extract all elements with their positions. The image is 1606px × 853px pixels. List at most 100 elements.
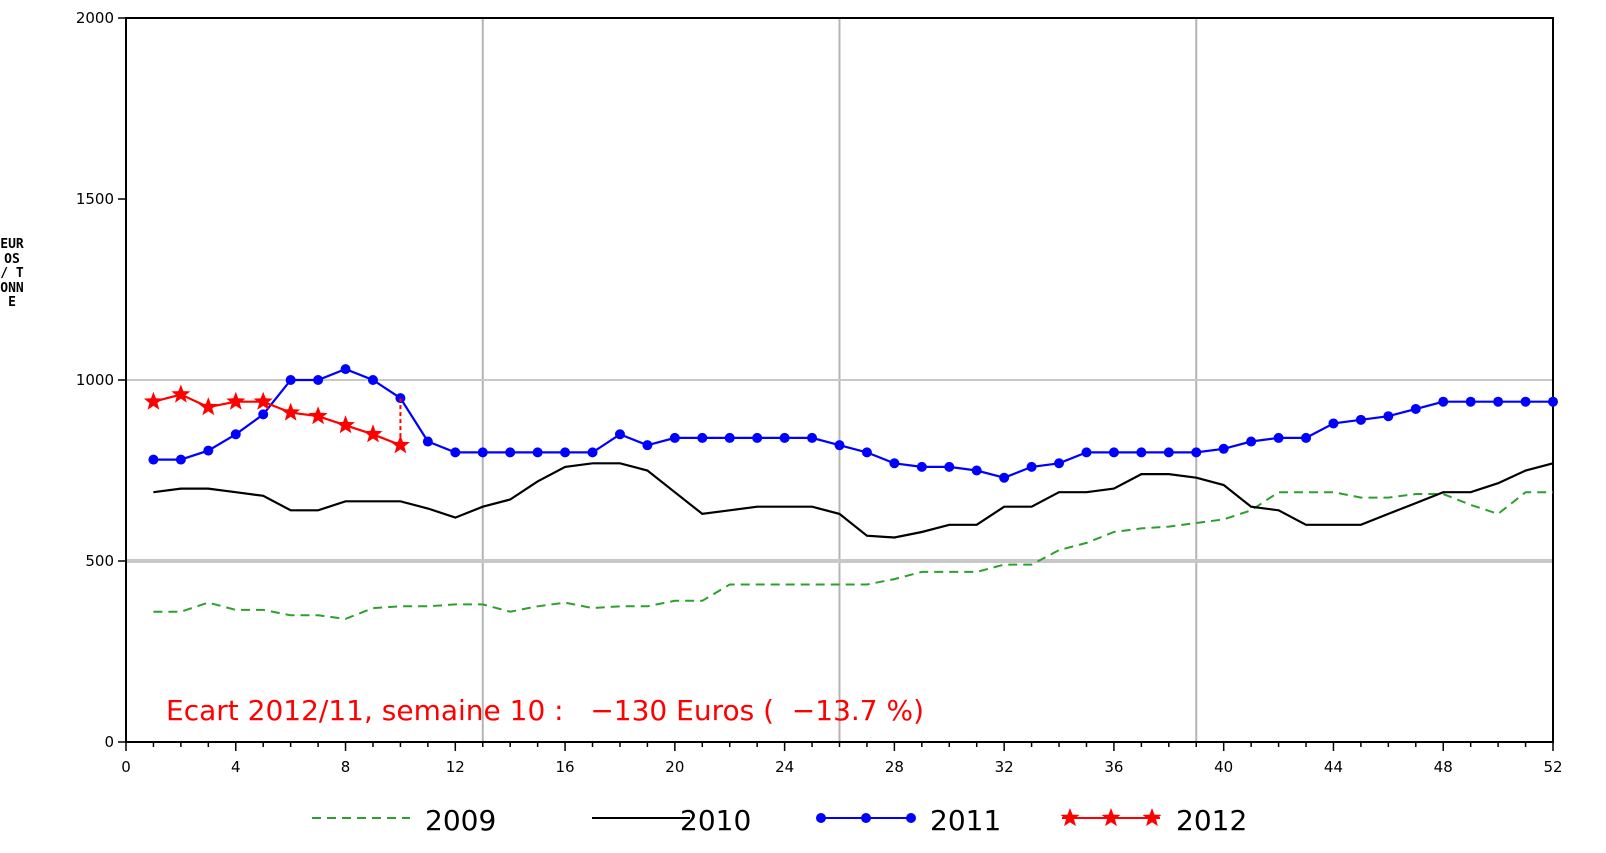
legend-marker bbox=[816, 813, 826, 823]
x-tick-label: 16 bbox=[556, 758, 575, 776]
data-point-2011 bbox=[1520, 396, 1531, 407]
data-point-2011 bbox=[1273, 432, 1284, 443]
data-point-2012 bbox=[390, 435, 410, 454]
data-point-2011 bbox=[1383, 411, 1394, 422]
legend-item-2010: 2010 bbox=[0, 800, 1606, 840]
data-point-2011 bbox=[1355, 414, 1366, 425]
data-point-2011 bbox=[367, 375, 378, 385]
series-line-2009 bbox=[153, 491, 1553, 620]
x-tick-label: 44 bbox=[1324, 758, 1343, 776]
legend-label: 2011 bbox=[930, 804, 1002, 837]
data-point-2011 bbox=[1081, 447, 1092, 458]
x-tick-label: 36 bbox=[1104, 758, 1123, 776]
data-point-2012 bbox=[336, 415, 355, 434]
x-tick-label: 24 bbox=[775, 758, 794, 776]
data-point-2011 bbox=[203, 445, 214, 456]
data-point-2011 bbox=[861, 447, 872, 458]
data-point-2011 bbox=[505, 447, 516, 458]
data-point-2012 bbox=[363, 424, 383, 443]
data-point-2011 bbox=[1548, 396, 1558, 407]
legend-swatch bbox=[312, 817, 410, 819]
legend-item-2012: 2012 bbox=[0, 800, 1606, 840]
data-point-2012 bbox=[226, 391, 246, 410]
series-line-2012 bbox=[153, 393, 401, 447]
data-point-2011 bbox=[724, 432, 735, 443]
legend-swatch bbox=[816, 813, 916, 823]
data-point-2011 bbox=[669, 432, 680, 443]
data-point-2011 bbox=[834, 440, 845, 451]
y-tick-label: 1500 bbox=[76, 190, 114, 208]
data-point-2011 bbox=[807, 432, 818, 443]
x-tick-label: 28 bbox=[885, 758, 904, 776]
x-tick-label: 52 bbox=[1543, 758, 1562, 776]
legend-marker bbox=[1101, 808, 1121, 827]
data-point-2011 bbox=[614, 429, 625, 440]
difference-annotation: Ecart 2012/11, semaine 10 : −130 Euros (… bbox=[166, 694, 925, 727]
data-point-2011 bbox=[148, 454, 159, 465]
data-point-2011 bbox=[999, 472, 1010, 483]
data-point-2011 bbox=[1218, 443, 1229, 454]
data-point-2011 bbox=[285, 375, 296, 385]
x-tick-label: 12 bbox=[446, 758, 465, 776]
grid-lines bbox=[126, 18, 1553, 742]
legend-label: 2009 bbox=[425, 804, 497, 837]
legend-marker bbox=[906, 813, 916, 823]
data-point-2011 bbox=[1026, 461, 1037, 472]
legend: 2009 2010 2011 2012 bbox=[0, 800, 1606, 853]
data-point-2012 bbox=[198, 397, 218, 416]
data-point-2011 bbox=[230, 429, 241, 440]
series-line-2010 bbox=[153, 462, 1554, 539]
data-point-2011 bbox=[175, 454, 186, 465]
data-point-2011 bbox=[1054, 458, 1065, 469]
data-point-2011 bbox=[258, 409, 269, 420]
y-tick-label: 0 bbox=[104, 733, 114, 751]
data-point-2012 bbox=[143, 391, 163, 410]
axes: 0 4 8 12 16 20 24 28 32 36 40 44 48 52050010001500200… bbox=[76, 9, 1563, 776]
data-point-2011 bbox=[752, 432, 763, 443]
data-point-2011 bbox=[477, 447, 488, 458]
data-point-2011 bbox=[1493, 396, 1504, 407]
data-point-2012 bbox=[253, 391, 273, 410]
y-tick-label: 2000 bbox=[76, 9, 114, 27]
legend-item-2009: 2009 bbox=[0, 800, 1606, 840]
series-lines bbox=[143, 364, 1558, 620]
y-tick-label: 1000 bbox=[76, 371, 114, 389]
y-tick-label: 500 bbox=[85, 552, 114, 570]
data-point-2011 bbox=[1163, 447, 1174, 458]
legend-swatch bbox=[592, 817, 690, 819]
data-point-2012 bbox=[281, 402, 301, 421]
data-point-2012 bbox=[171, 384, 191, 403]
data-point-2012 bbox=[308, 406, 328, 425]
x-tick-label: 40 bbox=[1214, 758, 1233, 776]
data-point-2011 bbox=[971, 465, 982, 476]
x-tick-label: 4 bbox=[231, 758, 241, 776]
data-point-2011 bbox=[340, 364, 351, 375]
legend-marker bbox=[1060, 808, 1080, 827]
data-point-2011 bbox=[587, 447, 598, 458]
x-tick-label: 32 bbox=[995, 758, 1014, 776]
legend-item-2011: 2011 bbox=[0, 800, 1606, 840]
x-tick-label: 20 bbox=[665, 758, 684, 776]
x-tick-label: 48 bbox=[1434, 758, 1453, 776]
line-chart: 0 4 8 12 16 20 24 28 32 36 40 44 48 52050010001500200… bbox=[76, 9, 1563, 776]
data-point-2011 bbox=[642, 440, 653, 451]
data-point-2011 bbox=[889, 458, 900, 469]
data-point-2011 bbox=[944, 461, 955, 472]
legend-swatch bbox=[1060, 808, 1162, 827]
data-point-2011 bbox=[313, 375, 324, 385]
data-point-2011 bbox=[1108, 447, 1119, 458]
data-point-2011 bbox=[532, 447, 543, 458]
data-point-2011 bbox=[779, 432, 790, 443]
data-point-2011 bbox=[450, 447, 461, 458]
data-point-2011 bbox=[422, 436, 433, 447]
data-point-2011 bbox=[560, 447, 571, 458]
x-tick-label: 0 bbox=[121, 758, 131, 776]
data-point-2011 bbox=[697, 432, 708, 443]
series-line-2011 bbox=[153, 367, 1553, 479]
legend-marker bbox=[1142, 808, 1162, 827]
data-point-2011 bbox=[1246, 436, 1257, 447]
x-tick-label: 8 bbox=[341, 758, 351, 776]
y-axis-label: EUROS / TONNE bbox=[0, 237, 28, 311]
data-point-2011 bbox=[1301, 432, 1312, 443]
data-point-2011 bbox=[916, 461, 927, 472]
